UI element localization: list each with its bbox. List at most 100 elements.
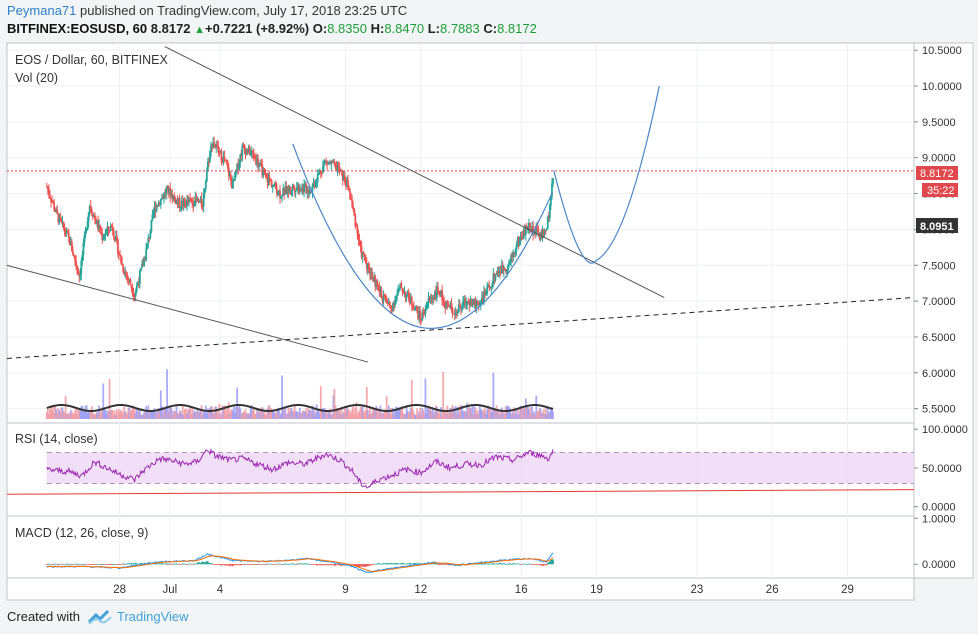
volume-bar (172, 410, 175, 419)
candle-body (188, 198, 190, 203)
candle-body (446, 302, 449, 305)
volume-bar (127, 408, 130, 419)
macd-histogram-bar (311, 564, 314, 565)
candle-body (445, 302, 448, 309)
author-link[interactable]: Peymana71 (7, 3, 77, 18)
time-axis[interactable] (6, 577, 915, 601)
macd-histogram-bar (168, 564, 170, 565)
volume-bar (489, 409, 492, 419)
volume-bar (517, 409, 520, 419)
volume-bar (97, 412, 99, 419)
macd-histogram-bar (551, 559, 553, 565)
candle-body (141, 264, 143, 269)
candle-body (464, 298, 467, 306)
rsi-tick-label: 50.0000 (922, 463, 962, 475)
volume-bar (360, 407, 363, 419)
candle-body (131, 288, 134, 295)
candle-body (59, 215, 62, 219)
candle-body (339, 171, 342, 173)
candle-body (444, 306, 447, 309)
time-tick-label: 12 (414, 584, 427, 596)
volume-bar (301, 412, 303, 419)
candle-body (122, 264, 125, 272)
symbol-name[interactable]: BITFINEX:EOSUSD, 60 (7, 21, 148, 36)
candle-body (347, 179, 349, 190)
macd-histogram-bar (115, 564, 117, 565)
volume-bar (529, 407, 531, 419)
candle-body (532, 225, 535, 235)
tradingview-link[interactable]: TradingView (117, 609, 189, 624)
candle-body (217, 147, 220, 153)
macd-histogram-bar (281, 564, 283, 565)
macd-histogram-bar (318, 564, 321, 566)
macd-histogram-bar (250, 564, 253, 565)
candle-body (134, 291, 137, 296)
candle-body (264, 169, 267, 174)
macd-histogram-bar (244, 564, 247, 565)
volume-bar (152, 412, 155, 419)
candle-body (296, 185, 299, 188)
price-pane[interactable] (6, 42, 915, 424)
macd-histogram-bar (321, 564, 323, 566)
macd-histogram-bar (315, 564, 318, 566)
volume-bar (412, 412, 415, 419)
candle-body (544, 230, 547, 232)
macd-histogram-bar (513, 563, 516, 565)
macd-histogram-bar (83, 564, 86, 565)
volume-bar (535, 395, 538, 419)
macd-histogram-bar (170, 564, 173, 565)
macd-histogram-bar (275, 563, 277, 565)
macd-histogram-bar (71, 564, 73, 565)
volume-bar (484, 408, 486, 419)
candle-body (508, 262, 510, 265)
last-price-tag (916, 166, 958, 180)
volume-bar (294, 411, 297, 419)
volume-bar (157, 408, 160, 419)
macd-histogram-bar (332, 564, 335, 565)
macd-histogram-bar (49, 563, 51, 565)
macd-histogram-bar (253, 564, 255, 565)
candle-body (112, 231, 115, 238)
price-axis[interactable] (913, 42, 974, 579)
volume-bar (272, 409, 275, 419)
candle-body (474, 300, 477, 308)
candle-body (200, 198, 203, 207)
macd-histogram-bar (112, 564, 115, 565)
volume-bar (256, 409, 258, 419)
volume-bar (332, 395, 335, 419)
macd-histogram-bar (293, 564, 296, 565)
chart-panes (6, 42, 974, 601)
volume-bar (302, 410, 304, 419)
volume-bar (310, 411, 313, 419)
volume-bar (66, 413, 69, 419)
candle-body (90, 209, 93, 214)
candle-body (337, 167, 340, 169)
volume-bar (496, 409, 499, 419)
candle-body (284, 186, 287, 195)
macd-histogram-bar (204, 562, 207, 565)
candle-body (497, 271, 500, 274)
volume-bar (391, 414, 393, 419)
volume-bar (249, 405, 252, 419)
candle-body (320, 172, 323, 174)
candle-body (53, 202, 56, 210)
candle-body (434, 292, 437, 298)
last-price-tag-text: 8.8172 (920, 168, 954, 180)
volume-bar (233, 406, 235, 419)
macd-histogram-bar (92, 564, 94, 565)
candle-body (205, 170, 208, 182)
candle-body (86, 221, 89, 230)
volume-bar (173, 411, 176, 419)
candle-body (273, 182, 276, 185)
macd-histogram-bar (395, 563, 397, 565)
volume-bar (292, 410, 295, 419)
volume-bar (130, 410, 133, 419)
price-tick-label: 7.0000 (922, 296, 956, 308)
macd-histogram-bar (357, 564, 360, 567)
candle-body (66, 230, 69, 233)
candle-body (480, 297, 483, 303)
volume-bar (491, 410, 494, 419)
macd-histogram-bar (258, 564, 260, 565)
rsi-trend-line (6, 489, 915, 495)
